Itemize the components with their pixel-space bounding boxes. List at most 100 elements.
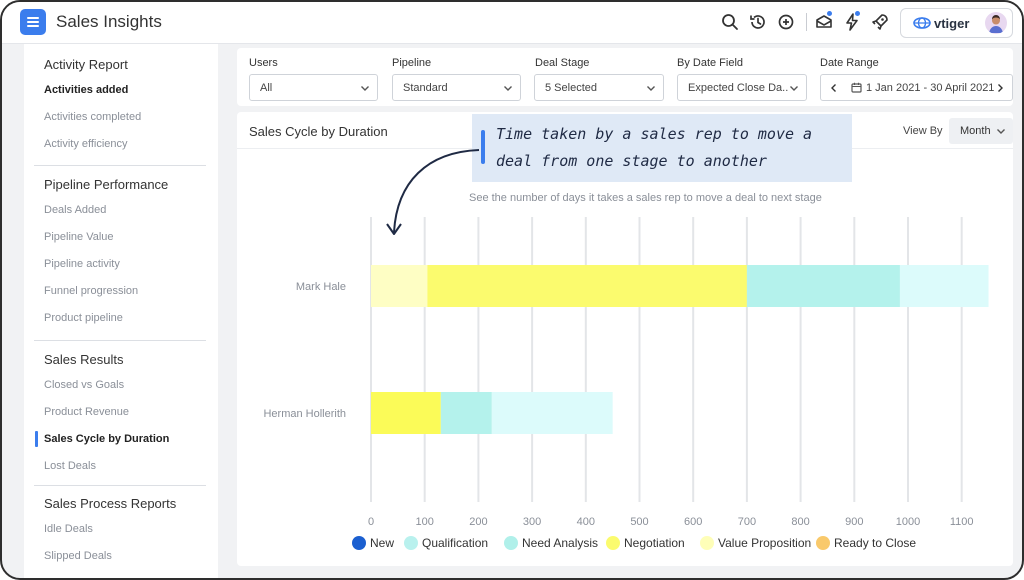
bar-segment[interactable] — [746, 265, 900, 307]
x-tick-label: 400 — [577, 516, 595, 528]
sidebar-item-sales-cycle-by-duration[interactable]: Sales Cycle by Duration — [44, 433, 170, 445]
pipeline-select[interactable]: Standard — [392, 74, 521, 101]
x-tick-label: 300 — [523, 516, 541, 528]
sidebar-divider — [34, 340, 206, 341]
sidebar-divider — [34, 485, 206, 486]
search-icon[interactable] — [720, 12, 740, 32]
legend-swatch — [504, 536, 518, 550]
view-by-select[interactable]: Month — [949, 118, 1013, 144]
x-tick-label: 600 — [684, 516, 702, 528]
sidebar-item-lost-deals[interactable]: Lost Deals — [44, 460, 96, 472]
date-field-value: Expected Close Da... — [688, 82, 788, 94]
callout-accent — [481, 130, 485, 164]
legend-swatch — [816, 536, 830, 550]
date-range-value: 1 Jan 2021 - 30 April 2021 — [866, 82, 995, 94]
sidebar-item-pipeline-activity[interactable]: Pipeline activity — [44, 258, 120, 270]
date-field-select[interactable]: Expected Close Da... — [677, 74, 807, 101]
users-label: Users — [249, 57, 278, 69]
pipeline-value: Standard — [403, 82, 448, 94]
x-tick-label: 500 — [630, 516, 648, 528]
account-menu[interactable]: vtiger — [900, 8, 1013, 38]
sidebar-group-sales-process-reports: Sales Process Reports — [44, 496, 177, 511]
legend-label: Qualification — [422, 536, 489, 550]
report-sidebar: Activity Report Activities added Activit… — [24, 44, 218, 578]
bar-segment[interactable] — [899, 265, 989, 307]
users-select[interactable]: All — [249, 74, 378, 101]
legend-swatch — [606, 536, 620, 550]
sidebar-item-slipped-deals[interactable]: Slipped Deals — [44, 550, 112, 562]
bar-segment[interactable] — [491, 392, 613, 434]
chevron-left-icon[interactable] — [829, 83, 839, 93]
sales-cycle-chart: 0 100 200 300 400 500 600 700 800 900 1000 1100 Mark… — [263, 217, 989, 528]
annotation-callout: Time taken by a sales rep to move a deal… — [472, 114, 852, 182]
add-icon[interactable] — [776, 12, 796, 32]
rocket-icon[interactable] — [870, 12, 890, 32]
view-by-value: Month — [960, 125, 991, 137]
sidebar-item-activities-completed[interactable]: Activities completed — [44, 111, 142, 123]
date-range-picker[interactable]: 1 Jan 2021 - 30 April 2021 — [820, 74, 1013, 101]
active-item-indicator — [35, 431, 38, 447]
lightning-icon[interactable] — [842, 12, 862, 32]
chart-card: Sales Cycle by Duration View By Month Se… — [237, 112, 1013, 566]
legend-label: Negotiation — [624, 536, 685, 550]
legend-label: Ready to Close — [834, 536, 917, 550]
notification-dot — [855, 11, 860, 16]
sidebar-item-idle-deals[interactable]: Idle Deals — [44, 523, 93, 535]
category-label: Herman Hollerith — [263, 408, 346, 420]
date-field-label: By Date Field — [677, 57, 744, 69]
x-tick-label: 1100 — [950, 516, 974, 528]
x-tick-label: 0 — [368, 516, 374, 528]
x-tick-label: 100 — [416, 516, 434, 528]
sidebar-item-activity-efficiency[interactable]: Activity efficiency — [44, 138, 128, 150]
pipeline-label: Pipeline — [392, 57, 432, 69]
top-header: Sales Insights vtiger — [2, 2, 1022, 44]
sidebar-group-sales-results: Sales Results — [44, 352, 124, 367]
deal-stage-value: 5 Selected — [545, 82, 597, 94]
calendar-icon — [851, 82, 862, 93]
filter-bar: Users All Pipeline Standard Deal Stage 5… — [237, 48, 1013, 106]
inbox-icon[interactable] — [814, 12, 834, 32]
sidebar-item-product-revenue[interactable]: Product Revenue — [44, 406, 129, 418]
chevron-down-icon — [997, 129, 1005, 134]
bar-segment[interactable] — [427, 265, 747, 307]
chevron-down-icon — [790, 86, 798, 91]
legend-label: Need Analysis — [522, 536, 599, 550]
avatar[interactable] — [985, 12, 1007, 34]
vtiger-logo-icon — [913, 17, 931, 29]
sidebar-item-deals-added[interactable]: Deals Added — [44, 204, 107, 216]
chevron-right-icon[interactable] — [995, 83, 1005, 93]
view-by-label: View By — [903, 125, 943, 137]
app-title: Sales Insights — [56, 12, 162, 31]
legend-label: New — [370, 536, 395, 550]
x-tick-label: 200 — [469, 516, 487, 528]
sidebar-item-funnel-progression[interactable]: Funnel progression — [44, 285, 139, 297]
x-tick-label: 1000 — [896, 516, 920, 528]
sidebar-item-product-pipeline[interactable]: Product pipeline — [44, 312, 123, 324]
sidebar-item-pipeline-value[interactable]: Pipeline Value — [44, 231, 114, 243]
card-title: Sales Cycle by Duration — [249, 124, 388, 139]
brand-name: vtiger — [934, 16, 970, 31]
sidebar-divider — [34, 165, 206, 166]
legend-swatch — [700, 536, 714, 550]
date-range-label: Date Range — [820, 57, 879, 69]
x-tick-label: 900 — [845, 516, 863, 528]
bar-segment[interactable] — [440, 392, 492, 434]
sidebar-item-closed-vs-goals[interactable]: Closed vs Goals — [44, 379, 125, 391]
bar-segment[interactable] — [371, 392, 441, 434]
deal-stage-label: Deal Stage — [535, 57, 590, 69]
menu-icon[interactable] — [20, 9, 46, 35]
legend-label: Value Proposition — [718, 536, 812, 550]
deal-stage-select[interactable]: 5 Selected — [534, 74, 664, 101]
history-icon[interactable] — [748, 12, 768, 32]
callout-text: Time taken by a sales rep to move a deal… — [496, 125, 813, 170]
notification-dot — [827, 11, 832, 16]
legend-swatch — [352, 536, 366, 550]
sidebar-group-activity-report: Activity Report — [44, 57, 128, 72]
category-label: Mark Hale — [296, 281, 346, 293]
x-tick-label: 800 — [791, 516, 809, 528]
bar-segment[interactable] — [371, 265, 428, 307]
users-value: All — [260, 82, 273, 94]
header-divider — [806, 13, 807, 31]
sidebar-item-activities-added[interactable]: Activities added — [44, 84, 129, 96]
